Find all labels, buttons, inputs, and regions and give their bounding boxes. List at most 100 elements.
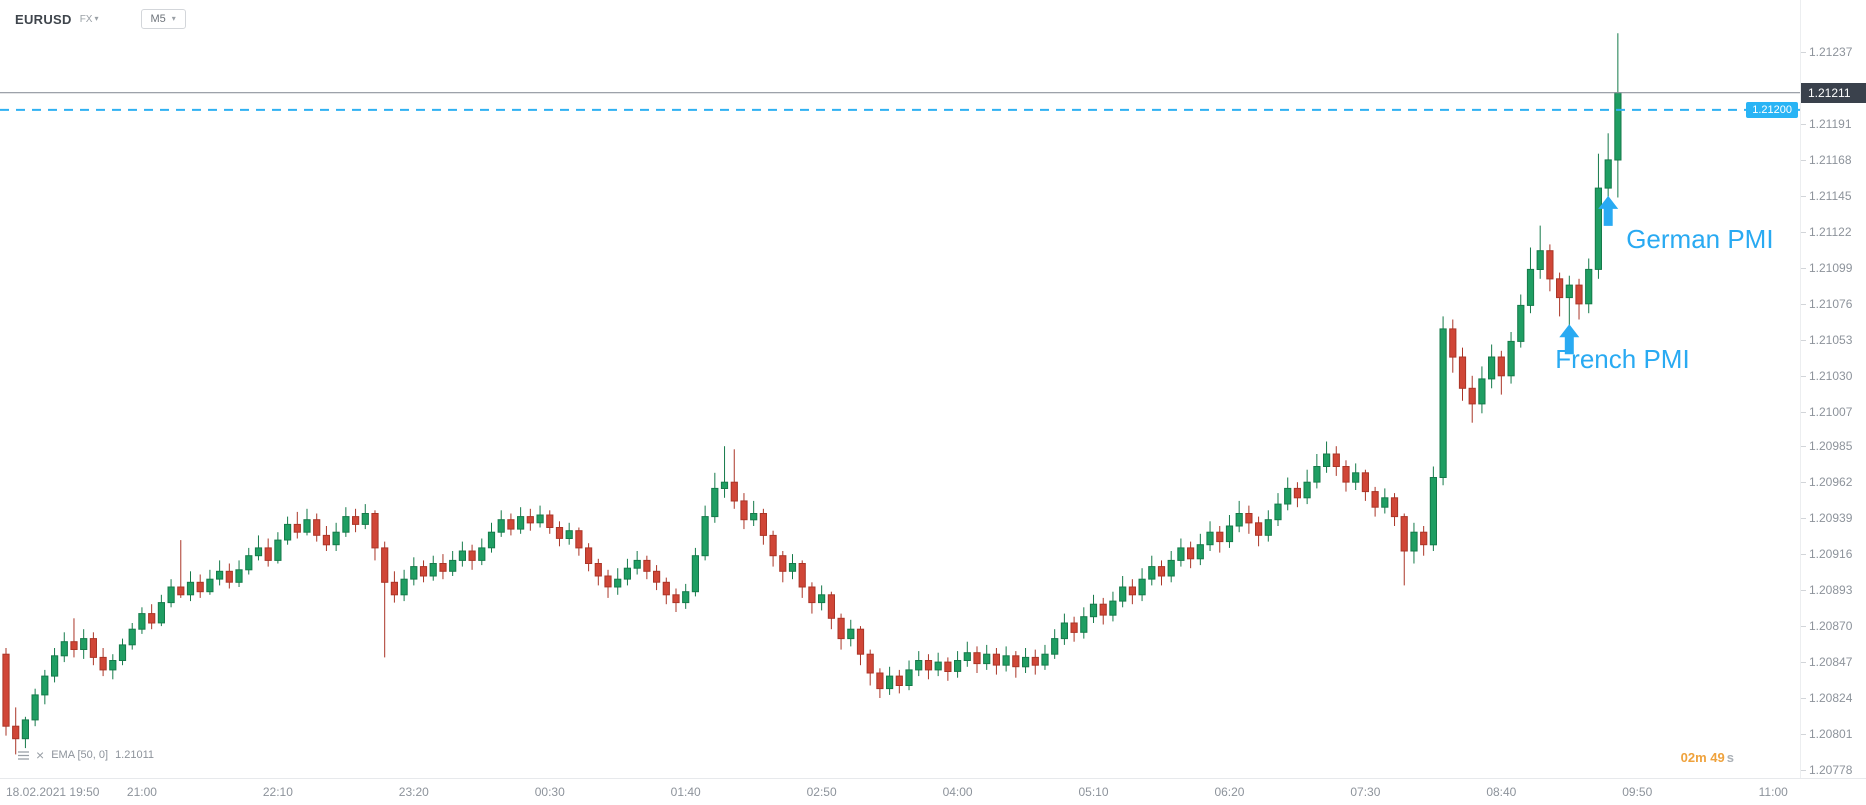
candle	[1313, 466, 1321, 483]
candle	[177, 586, 185, 596]
candle	[565, 530, 573, 540]
chevron-down-icon: ▾	[171, 14, 176, 23]
candle	[245, 555, 253, 571]
candle	[1420, 531, 1428, 546]
candle	[1478, 378, 1486, 405]
candle	[1138, 578, 1146, 596]
candle	[274, 539, 282, 561]
candle	[788, 563, 797, 572]
countdown-unit: s	[1726, 750, 1734, 765]
timeframe-button[interactable]: M5 ▾	[140, 9, 186, 29]
candle	[992, 653, 1000, 666]
price-axis-label: 1.21168	[1801, 152, 1852, 167]
candle	[1187, 547, 1195, 560]
price-axis-label: 1.21053	[1800, 332, 1853, 347]
up-arrow-icon[interactable]	[1598, 195, 1619, 226]
up-arrow-icon[interactable]	[1559, 324, 1580, 355]
time-axis-label: 11:00	[1758, 785, 1788, 799]
candle	[1604, 159, 1612, 189]
candle	[1099, 603, 1107, 616]
remove-indicator-icon[interactable]: ×	[36, 747, 45, 763]
candle	[293, 523, 301, 533]
chevron-down-icon: ▾	[94, 14, 99, 23]
candle	[924, 660, 933, 671]
price-axis-label: 1.20778	[1800, 763, 1853, 777]
candle	[1556, 278, 1564, 299]
candle	[682, 591, 690, 604]
time-axis-label: 02:50	[806, 785, 837, 799]
candle	[332, 531, 340, 546]
candle	[1293, 487, 1302, 499]
candle	[1167, 559, 1175, 577]
market-label: FX	[79, 13, 93, 25]
candle	[1517, 304, 1525, 342]
candle	[876, 672, 884, 690]
time-axis[interactable]: 18.02.2021 19:50 21:00 22:10 23:20 00:30 01:4…	[0, 778, 1866, 805]
candle	[575, 530, 583, 549]
candle	[1614, 92, 1622, 161]
candle	[1439, 328, 1447, 478]
candle	[1128, 586, 1137, 596]
candle	[769, 534, 777, 557]
candle	[410, 566, 418, 580]
candle	[216, 570, 224, 580]
candle	[1303, 481, 1311, 499]
candle	[390, 581, 398, 596]
candle	[70, 641, 78, 651]
candle	[798, 563, 806, 588]
candle	[225, 570, 233, 583]
candle	[1507, 340, 1515, 377]
candle	[118, 644, 127, 662]
candle	[963, 652, 971, 662]
candle	[322, 534, 330, 546]
candle	[487, 531, 496, 549]
candle	[12, 725, 20, 740]
price-axis-label: 1.21145	[1801, 188, 1852, 203]
indicator-menu-icon[interactable]	[18, 750, 29, 760]
candle	[1410, 531, 1418, 552]
candle	[167, 586, 175, 604]
candle	[109, 660, 117, 671]
price-level-badge[interactable]: 1.21200	[1746, 101, 1798, 118]
indicator-label: EMA [50, 0]	[51, 749, 109, 761]
candle	[1361, 472, 1370, 493]
candle	[1089, 603, 1098, 618]
candle	[1177, 547, 1185, 561]
time-axis-label: 01:40	[670, 785, 701, 799]
candle	[837, 617, 845, 640]
time-axis-label: 09:50	[1622, 785, 1653, 799]
candle	[1381, 497, 1389, 508]
candle	[1051, 638, 1059, 655]
candle	[1323, 453, 1331, 467]
candle	[643, 559, 651, 572]
candle	[186, 581, 195, 596]
annotation-label[interactable]: German PMI	[1626, 224, 1773, 254]
market-dropdown[interactable]: FX ▾	[80, 14, 99, 25]
candle	[1225, 525, 1234, 543]
candle	[711, 487, 719, 518]
price-axis[interactable]: 1.21237 1.21191 1.21168 1.21145 1.21122 1.210…	[1800, 0, 1866, 778]
candle	[1080, 616, 1088, 633]
candle	[954, 660, 962, 672]
candle	[51, 655, 59, 677]
candle	[1119, 586, 1127, 602]
candle	[1284, 487, 1292, 505]
candle	[740, 500, 748, 521]
candle	[1070, 622, 1078, 633]
candle	[80, 638, 88, 650]
candle	[1264, 519, 1272, 536]
candle	[983, 653, 991, 665]
candle	[847, 628, 855, 640]
time-axis-label: 06:20	[1214, 785, 1245, 799]
candle	[973, 652, 981, 665]
time-axis-label: 04:00	[942, 785, 973, 799]
candle	[381, 547, 389, 583]
candle	[1585, 268, 1593, 305]
annotation-label[interactable]: French PMI	[1555, 344, 1689, 374]
candle	[1497, 356, 1505, 377]
candle	[41, 675, 49, 696]
candle	[1429, 477, 1438, 546]
candle	[138, 613, 146, 630]
